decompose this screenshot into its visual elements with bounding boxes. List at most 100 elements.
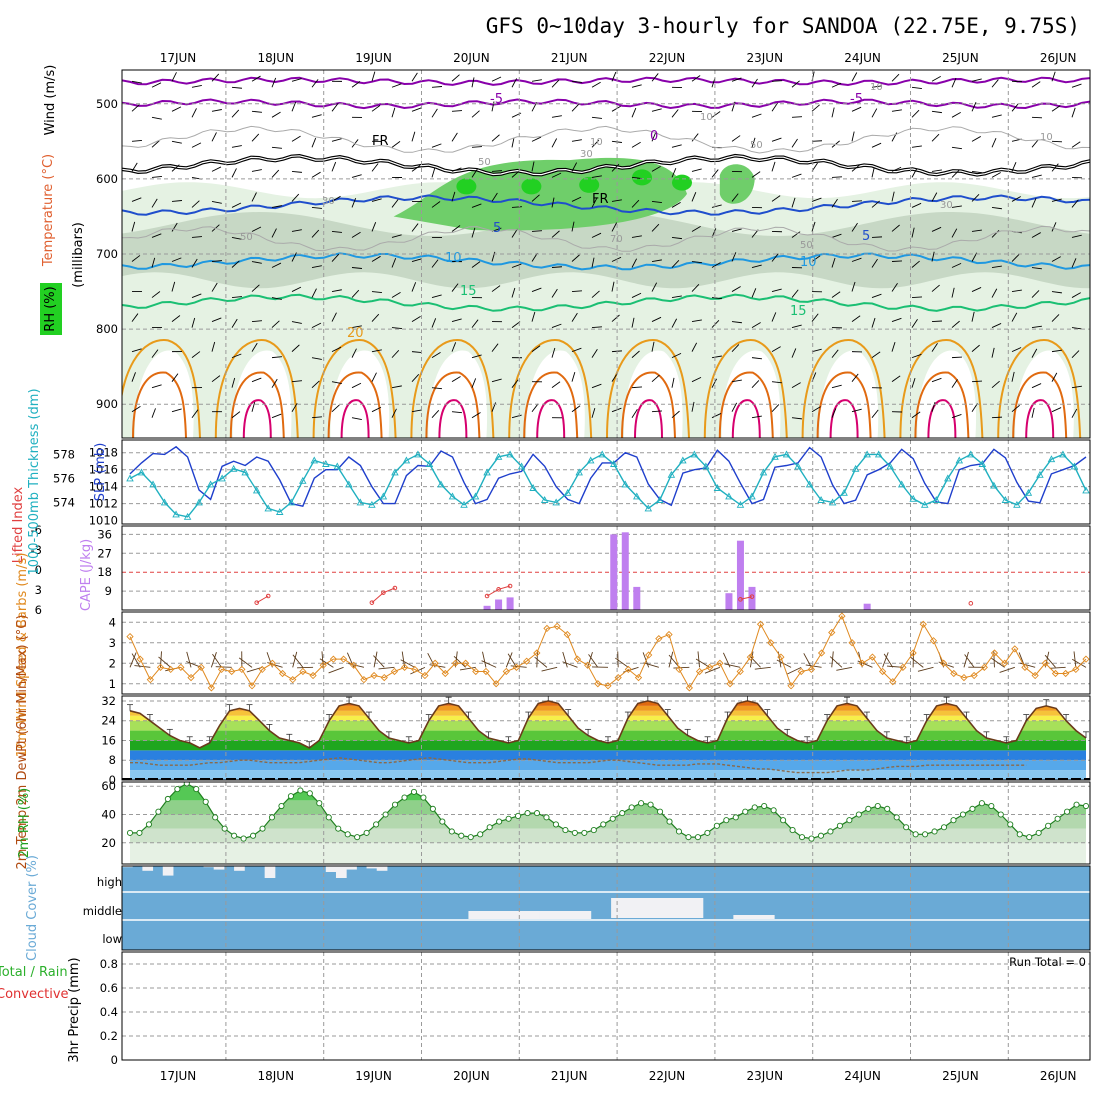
wind-barb [231,377,236,388]
wind-barb [351,348,357,358]
precip-tick-label: 0.6 [100,981,118,995]
isotherm-20 [606,339,690,438]
temp-band [130,760,1086,771]
wind-barb [431,143,442,148]
cloud-level-label: low [102,932,122,946]
wind-barb [831,198,838,208]
rh2m-point [183,782,190,787]
rh2m-point [742,808,749,815]
rh2m-point [543,814,550,821]
slp-thickness-panel [122,440,1090,524]
wind10-point [268,659,277,667]
wind-barb [611,163,620,172]
wind-barb [691,261,702,264]
y-tick-label: 900 [96,397,118,411]
wind10-point [533,649,541,657]
wind-barb [631,199,640,208]
wind-barb [791,197,796,208]
wind-barb [131,139,142,142]
wind-barb [991,416,1003,419]
cape-bar [610,534,618,610]
thickness-marker [886,462,894,470]
wind10-point [512,663,521,671]
wind-barb [311,357,322,360]
rh2m-point [940,824,948,831]
wind-barb [491,101,495,112]
wind-barb [851,257,862,262]
wind-barb [971,380,983,383]
wind-barb [791,348,797,358]
cloud-mid-gap [631,898,643,918]
wind10-point [207,684,215,692]
rh2m-point [969,805,976,812]
wind-barb [331,381,342,384]
rh2m-point [136,829,143,836]
wind-barb [151,257,156,268]
wind10-barb [212,653,222,668]
wind-barb [511,287,516,298]
wind10-barb [963,651,969,668]
wind-barb [391,408,397,418]
rh2m-point [874,802,881,810]
wind-barb [451,191,456,202]
temp-tick-label: 8 [109,753,116,767]
wind-barb [811,406,821,413]
rh-contour-label: 50 [750,140,763,151]
wind10-barb [131,653,141,668]
isotherm-minus10 [122,76,1090,87]
rh2m-point [164,795,171,803]
wind-barb [471,261,481,268]
thickness-marker [621,480,630,488]
rh2m-point [477,831,484,838]
wind10-barb [673,666,690,669]
wind-barb [891,317,902,323]
date-label-bottom: 21JUN [551,1069,588,1083]
wind-barb [251,133,260,142]
y-tick-label: 700 [96,247,118,261]
wind-barb [411,131,416,142]
rh2m-point [780,817,787,824]
lifted-index-line [486,585,511,597]
temp-tick-label: 16 [101,733,116,747]
rh-saturated-cell [521,178,542,195]
wind-barb [131,104,140,112]
wind-barb [491,285,501,292]
date-label-top: 18JUN [258,51,295,65]
wind-barb [871,409,879,418]
wind-barb [751,113,762,118]
rh2m-point [884,805,891,812]
rh-fill [130,783,1086,864]
rh2m-point [297,787,304,794]
rh2m-point [316,800,323,807]
date-label-top: 22JUN [649,51,686,65]
thickness-marker [287,498,296,506]
rh2m-point [865,805,872,812]
wind-barb [931,284,940,292]
rh2m-point [505,815,512,822]
wind10-barb [292,654,304,668]
wind10-point [451,659,460,667]
rh2m-point [657,808,664,815]
wind-barb [151,349,159,358]
rh2m-point [325,814,332,821]
wind10-barb [378,666,395,670]
date-label-top: 19JUN [355,51,392,65]
wind-barb [651,200,662,204]
wind-barb [431,352,441,359]
wind-barb [191,293,202,298]
wind-barb [711,111,721,118]
wind-barb [291,286,302,292]
wind10-point [329,655,338,663]
wind-barb [991,323,1002,329]
wind-barb [691,133,699,142]
isotherm-10 [122,252,1090,271]
cloud-mid-gap [519,911,531,919]
rh-contour-label: 10 [590,137,603,148]
rh2m-point [373,821,380,828]
thickness-marker [817,496,825,503]
wind-barb [591,116,602,119]
wind-barb [131,313,139,322]
thickness-marker [794,462,802,470]
lifted-index-point [738,597,743,602]
thickness-marker [656,496,664,503]
